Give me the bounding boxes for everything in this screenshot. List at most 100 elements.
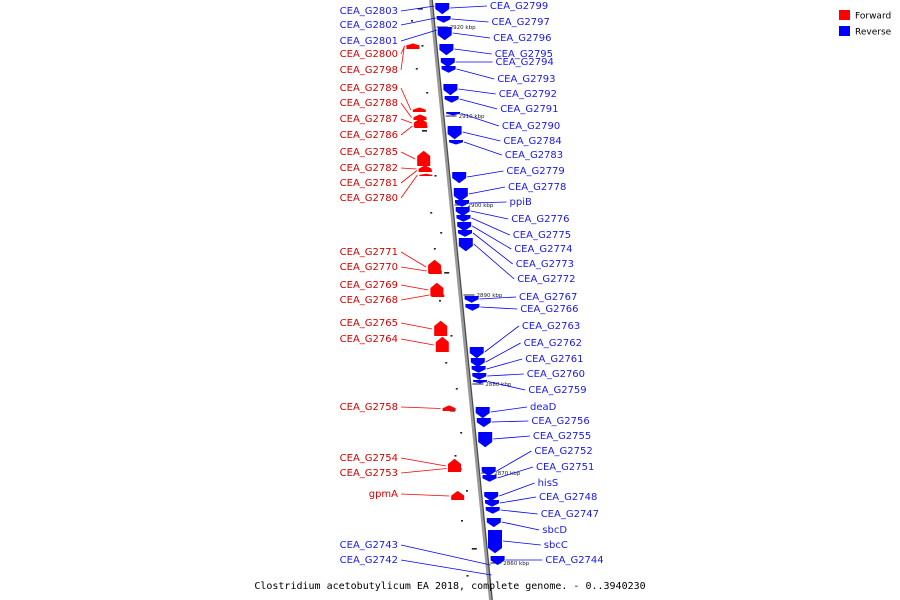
connector-cea-g2802 (400, 17, 436, 26)
connector-dead (490, 406, 528, 413)
connector-cea-g2782 (400, 167, 417, 170)
marker-dot (417, 8, 423, 10)
connector-cea-g2801 (400, 29, 438, 42)
gene-cea-g2780 (419, 173, 433, 176)
marker-dot (450, 335, 453, 337)
tick-label: 2870 kbp (494, 471, 520, 477)
gene-cea-g2770 (428, 267, 442, 274)
connector-gpma (400, 493, 450, 497)
gene-cea-g2776 (455, 207, 470, 217)
connector-cea-g2756 (491, 420, 529, 423)
connector-cea-g2761 (486, 358, 523, 370)
gene-cea-g2788 (413, 114, 427, 120)
legend-swatch-reverse (839, 26, 850, 36)
legend-label-forward: Forward (855, 12, 891, 22)
marker-dot (440, 232, 443, 234)
connector-cea-g2785 (400, 151, 416, 160)
marker-dot (455, 388, 458, 390)
connector-cea-g2798 (400, 45, 405, 71)
legend-swatch-forward (839, 10, 850, 20)
gene-label-ppib: ppiB (510, 197, 532, 208)
gene-label-cea-g2764: CEA_G2764 (340, 334, 398, 345)
gene-label-cea-g2748: CEA_G2748 (539, 492, 597, 503)
connector-cea-g2751 (497, 466, 534, 479)
marker-dot (439, 300, 441, 302)
gene-label-cea-g2742: CEA_G2742 (340, 555, 398, 566)
connector-cea-g2758 (400, 406, 441, 409)
gene-label-cea-g2751: CEA_G2751 (536, 462, 594, 473)
connector-cea-g2774 (471, 225, 512, 250)
gene-label-sbcc: sbcC (544, 540, 568, 551)
gene-cea-g2778 (453, 188, 468, 202)
gene-cea-g2769 (430, 282, 444, 296)
connector-ppib (469, 201, 507, 204)
gene-label-cea-g2772: CEA_G2772 (517, 274, 575, 285)
connector-sbcd (501, 521, 540, 531)
gene-cea-g2764 (435, 336, 449, 352)
gene-cea-g2761 (471, 366, 486, 373)
gene-cea-g2760 (472, 373, 487, 380)
gene-cea-g2754 (448, 458, 461, 472)
tick-label: 2890 kbp (477, 293, 503, 299)
gene-label-cea-g2786: CEA_G2786 (340, 130, 398, 141)
connector-cea-g2789 (400, 87, 412, 111)
gene-label-cea-g2755: CEA_G2755 (533, 431, 591, 442)
marker-dot (461, 520, 463, 522)
gene-label-cea-g2779: CEA_G2779 (506, 166, 564, 177)
gene-gpma (451, 490, 465, 500)
connector-cea-g2784 (462, 131, 501, 142)
gene-label-cea-g2754: CEA_G2754 (340, 453, 398, 464)
connector-cea-g2768 (400, 294, 430, 301)
marker-dot (434, 175, 437, 177)
gene-label-cea-g2791: CEA_G2791 (500, 104, 558, 115)
gene-cea-g2796 (437, 27, 452, 41)
gene-label-cea-g2803: CEA_G2803 (340, 6, 398, 17)
connector-hiss (499, 482, 535, 497)
gene-label-cea-g2792: CEA_G2792 (499, 89, 557, 100)
connector-cea-g2743 (400, 544, 491, 566)
gene-label-cea-g2744: CEA_G2744 (545, 555, 603, 566)
connector-cea-g2775 (471, 217, 510, 236)
connector-cea-g2781 (400, 170, 418, 184)
gene-label-cea-g2756: CEA_G2756 (531, 416, 589, 427)
gene-label-cea-g2800: CEA_G2800 (340, 49, 398, 60)
gene-label-cea-g2761: CEA_G2761 (525, 354, 583, 365)
gene-label-cea-g2797: CEA_G2797 (492, 17, 550, 28)
connector-cea-g2779 (467, 170, 504, 178)
marker-dot (466, 490, 468, 492)
gene-cea-g2792 (443, 84, 458, 96)
gene-label-cea-g2759: CEA_G2759 (528, 385, 586, 396)
gene-cea-g2758 (442, 405, 456, 411)
gene-cea-g2766 (465, 304, 480, 311)
gene-cea-g2799 (435, 3, 450, 15)
gene-cea-g2753 (448, 466, 462, 470)
gene-cea-g2762 (470, 358, 485, 368)
gene-cea-g2779 (452, 172, 467, 184)
connector-cea-g2776 (470, 210, 509, 220)
connector-cea-g2791 (459, 98, 498, 110)
gene-cea-g2772 (458, 238, 473, 252)
gene-cea-g2748 (485, 500, 499, 507)
gene-label-cea-g2794: CEA_G2794 (496, 57, 554, 68)
gene-cea-g2759 (473, 380, 487, 384)
gene-label-cea-g2801: CEA_G2801 (340, 36, 398, 47)
gene-label-cea-g2760: CEA_G2760 (527, 369, 585, 380)
tick-label: 2860 kbp (503, 561, 529, 567)
gene-label-cea-g2783: CEA_G2783 (505, 150, 563, 161)
gene-label-gpma: gpmA (369, 489, 398, 500)
gene-cea-g2765 (434, 320, 448, 336)
marker-dot (444, 272, 450, 274)
tick-label: 2900 kbp (468, 203, 494, 209)
gene-label-cea-g2752: CEA_G2752 (534, 446, 592, 457)
gene-label-cea-g2770: CEA_G2770 (340, 262, 398, 273)
connector-cea-g2797 (451, 18, 489, 23)
gene-label-cea-g2758: CEA_G2758 (340, 402, 398, 413)
connector-cea-g2780 (400, 174, 418, 199)
gene-label-cea-g2768: CEA_G2768 (340, 295, 398, 306)
gene-label-cea-g2781: CEA_G2781 (340, 178, 398, 189)
gene-cea-g2784 (447, 126, 462, 140)
gene-cea-g2744 (490, 556, 505, 566)
connector-cea-g2760 (487, 373, 524, 377)
gene-cea-g2797 (436, 16, 451, 23)
